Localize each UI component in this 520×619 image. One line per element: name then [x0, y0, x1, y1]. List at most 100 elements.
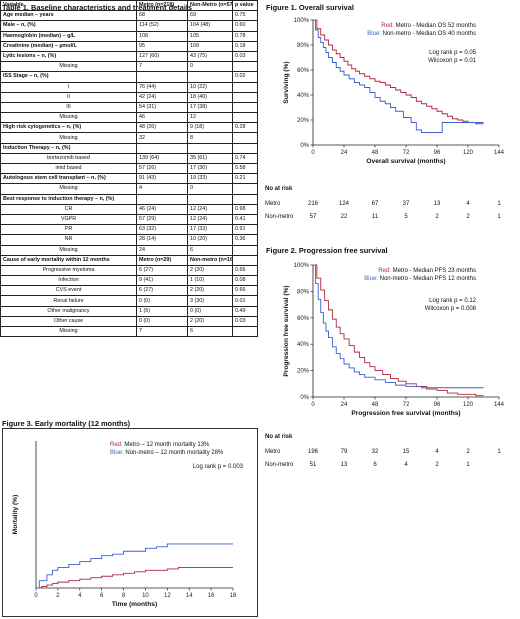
x-tick-label: 4 — [78, 593, 82, 599]
x-tick-label: 72 — [403, 402, 410, 408]
table-cell: Metro (n=29) — [136, 254, 188, 266]
at-risk-count: 4 — [466, 201, 470, 207]
table-row: VGPR 57 (29) 12 (24) 0.41 — [0, 213, 258, 226]
y-tick-label: 40% — [297, 342, 310, 348]
table-row: Other malignancy 1 (5) 0 (0) 0.49 — [0, 305, 258, 317]
table-row: Missing 24 6 — [0, 244, 258, 256]
table-cell: 19 (33) — [187, 173, 233, 185]
y-tick-label: 0% — [300, 395, 309, 401]
table-cell: 10 (20) — [187, 234, 233, 246]
x-tick-label: 2 — [56, 593, 60, 599]
x-tick-label: 16 — [208, 593, 215, 599]
table-cell: 7 — [136, 61, 188, 73]
table-cell: 10 (22) — [187, 81, 233, 93]
table-cell: II — [0, 91, 137, 103]
x-tick-label: 96 — [434, 150, 441, 156]
table-cell: CVS event — [0, 285, 137, 297]
x-tick-label: 0 — [311, 402, 315, 408]
at-risk-count: 22 — [340, 214, 348, 220]
table-cell: 0 (0) — [136, 315, 188, 328]
table-cell: 108 — [136, 30, 188, 42]
at-risk-count: 57 — [309, 214, 317, 220]
table-cell: 35 (61) — [187, 152, 233, 165]
figure1-wilcoxon: Wilcoxon p = 0.01 — [428, 58, 477, 64]
at-risk-count: 6 — [373, 462, 377, 468]
x-axis-label: Overall survival (months) — [366, 158, 445, 165]
table-cell: 63 (32) — [136, 224, 188, 236]
table-cell: Lytic lesions – n, (%) — [0, 50, 137, 63]
figure1-at-risk: No at risk Metro 216 124 67 37 13 4 1 Non-metro 57… — [265, 186, 515, 226]
table-cell: 2 (20) — [187, 315, 233, 328]
y-tick-label: 20% — [297, 369, 310, 375]
table-row: bortezomib based 139 (64) 35 (61) 0.74 — [0, 152, 258, 165]
x-axis-label: Progression free survival (months) — [351, 410, 460, 417]
y-tick-label: 80% — [297, 43, 310, 49]
table-cell: 0.91 — [232, 224, 258, 236]
table-cell: 0 — [187, 61, 233, 73]
table-row: Creatinine (median) – µmol/L 95 109 0.18 — [0, 40, 258, 52]
table-cell: 12 (24) — [187, 213, 233, 226]
table-cell: 69 — [187, 10, 233, 22]
y-tick-label: 80% — [297, 289, 310, 295]
figure2-legend-blue: Blue: Non-metro - Median PFS 12 months — [364, 276, 476, 282]
at-risk-count: 67 — [371, 201, 379, 207]
at-risk-count: 11 — [371, 214, 379, 220]
table-row: Missing 4 0 — [0, 183, 258, 195]
table-cell: 0.66 — [232, 264, 258, 277]
table-cell: Progressive myeloma — [0, 264, 137, 277]
table-cell — [232, 193, 258, 205]
at-risk-row-label: Non-metro — [265, 462, 294, 468]
table-cell: Missing — [0, 112, 137, 124]
table-cell: 6 (27) — [136, 264, 188, 277]
table-row: PR 63 (32) 17 (33) 0.91 — [0, 224, 258, 236]
table-cell: 4 — [136, 183, 188, 195]
table-row: NR 28 (14) 10 (20) 0.36 — [0, 234, 258, 246]
x-tick-label: 24 — [341, 150, 348, 156]
table-cell: 104 (48) — [187, 20, 233, 32]
figure1-legend-blue-prefix: Blue: — [367, 31, 381, 37]
table-cell: imid based — [0, 162, 137, 175]
series-line-metro — [36, 566, 233, 589]
table1-caption: Table 1. Baseline characteristics and tr… — [2, 3, 193, 12]
table-cell: 105 — [187, 30, 233, 42]
table-cell: High risk cytogenetics – n, (%) — [0, 122, 137, 134]
table-cell: 9 (41) — [136, 275, 188, 287]
table-cell: 46 — [136, 112, 188, 124]
at-risk-count: 15 — [402, 449, 410, 455]
y-tick-label: 100% — [294, 18, 310, 24]
table-cell: Autologous stem cell transplant – n, (%) — [0, 173, 137, 185]
table-row: Lytic lesions – n, (%) 127 (60) 43 (75) 0.0… — [0, 50, 258, 63]
table-cell: 0.98 — [232, 203, 258, 215]
at-risk-row-label: Metro — [265, 201, 281, 207]
table-row: I 76 (44) 10 (22) — [0, 81, 258, 93]
series-line-non-metro — [313, 264, 484, 389]
table-cell — [187, 193, 233, 205]
table-cell: 17 (38) — [187, 101, 233, 114]
table-cell: Other malignancy — [0, 305, 137, 317]
table-cell: 0.58 — [232, 162, 258, 175]
table-cell — [136, 71, 188, 83]
progression-free-survival-chart: 0 24 48 72 96 120 144 0% 20% 40% 60% 80% 100% Progres… — [283, 263, 505, 417]
early-mortality-chart: 0 2 4 6 8 10 12 14 16 18 Time (months) Mortality (%… — [12, 441, 244, 608]
table-cell: 0.49 — [232, 305, 258, 317]
table-cell: 17 (30) — [187, 162, 233, 175]
y-tick-label: 100% — [294, 263, 310, 269]
table-cell: I — [0, 81, 137, 93]
at-risk-count: 196 — [307, 449, 318, 455]
table-cell: Infection — [0, 275, 137, 287]
table-cell — [187, 71, 233, 83]
table-cell: 0.03 — [232, 50, 258, 63]
figure2-legend-red: Red: Metro - Median PFS 23 months — [378, 268, 476, 274]
figure1-legend-blue: Blue: Non-metro - Median OS 40 months — [367, 31, 476, 37]
figure3-caption: Figure 3. Early mortality (12 months) — [2, 419, 131, 428]
x-axis-label: Time (months) — [112, 601, 157, 608]
table-cell: III — [0, 101, 137, 114]
at-risk-count: 5 — [404, 214, 408, 220]
table-cell: 1 (10) — [187, 275, 233, 287]
table-cell: 95 — [136, 40, 188, 52]
figure1-legend-red-text: Metro - Median OS 52 months — [394, 23, 476, 29]
table-cell — [232, 183, 258, 195]
series-line-metro — [313, 19, 484, 125]
table-cell: 9 (18) — [187, 122, 233, 134]
at-risk-count: 1 — [466, 462, 470, 468]
